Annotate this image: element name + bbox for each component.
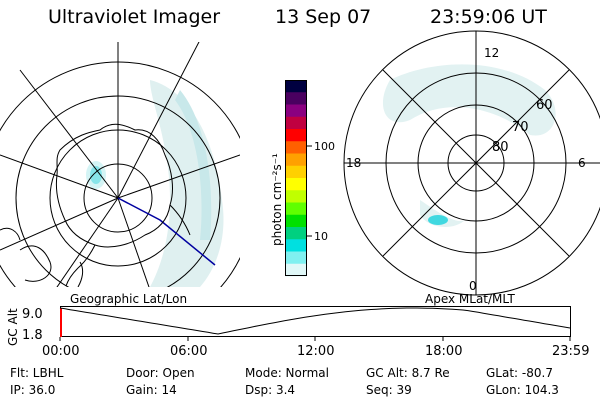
door-info: Door: Open bbox=[126, 366, 195, 380]
colorbar-unit-label: photon cm⁻²s⁻¹ bbox=[270, 153, 284, 246]
colorbar-swatch bbox=[285, 153, 307, 167]
filter-info: Flt: LBHL bbox=[10, 366, 64, 380]
altitude-plot bbox=[59, 306, 571, 341]
glon-info: GLon: 104.3 bbox=[486, 383, 559, 397]
glat-info: GLat: -80.7 bbox=[486, 366, 553, 380]
colorbar-swatch bbox=[285, 178, 307, 191]
colorbar-swatch bbox=[285, 165, 307, 179]
colorbar-swatch bbox=[285, 263, 307, 277]
mlat-label-70: 70 bbox=[512, 120, 529, 135]
colorbar-swatch bbox=[285, 214, 307, 228]
colorbar-swatch bbox=[285, 239, 307, 252]
time-tick-1200: 12:00 bbox=[297, 344, 335, 359]
colorbar-tick-100: 100 bbox=[314, 140, 335, 153]
colorbar-swatch bbox=[285, 202, 307, 216]
colorbar-swatch bbox=[285, 92, 307, 105]
time-tick-2359: 23:59 bbox=[552, 344, 590, 359]
colorbar-swatch bbox=[285, 227, 307, 240]
mlat-label-80: 80 bbox=[492, 140, 509, 155]
geographic-panel-label: Geographic Lat/Lon bbox=[70, 292, 188, 306]
colorbar-swatch bbox=[285, 80, 307, 93]
colorbar-swatch bbox=[285, 141, 307, 154]
date-label: 13 Sep 07 bbox=[275, 6, 372, 28]
gc-alt-info: GC Alt: 8.7 Re bbox=[366, 366, 450, 380]
magnetic-panel-label: Apex MLat/MLT bbox=[425, 292, 515, 306]
color-scale-bar bbox=[285, 80, 307, 277]
time-tick-1800: 18:00 bbox=[425, 344, 463, 359]
altitude-axis-label: GC Alt bbox=[6, 308, 20, 346]
mlt-label-0: 0 bbox=[469, 279, 477, 293]
time-tick-0000: 00:00 bbox=[42, 344, 80, 359]
time-tick-0600: 06:00 bbox=[170, 344, 208, 359]
colorbar-tick-10: 10 bbox=[314, 230, 328, 243]
gain-info: Gain: 14 bbox=[126, 383, 177, 397]
mlt-label-12: 12 bbox=[484, 46, 500, 60]
altitude-tick-min: 1.8 bbox=[22, 328, 43, 343]
dsp-info: Dsp: 3.4 bbox=[245, 383, 296, 397]
seq-info: Seq: 39 bbox=[366, 383, 412, 397]
mlt-label-6: 6 bbox=[578, 156, 586, 170]
altitude-tick-max: 9.0 bbox=[22, 307, 43, 322]
ip-info: IP: 36.0 bbox=[10, 383, 56, 397]
mlat-label-60: 60 bbox=[536, 98, 553, 113]
colorbar-swatch bbox=[285, 190, 307, 203]
instrument-title: Ultraviolet Imager bbox=[48, 6, 221, 28]
color-scale-ticks bbox=[307, 145, 312, 237]
time-label: 23:59:06 UT bbox=[430, 6, 547, 28]
colorbar-swatch bbox=[285, 129, 307, 142]
mlt-label-18: 18 bbox=[346, 156, 362, 170]
colorbar-swatch bbox=[285, 116, 307, 130]
colorbar-swatch bbox=[285, 104, 307, 118]
mode-info: Mode: Normal bbox=[245, 366, 329, 380]
colorbar-swatch bbox=[285, 251, 307, 265]
